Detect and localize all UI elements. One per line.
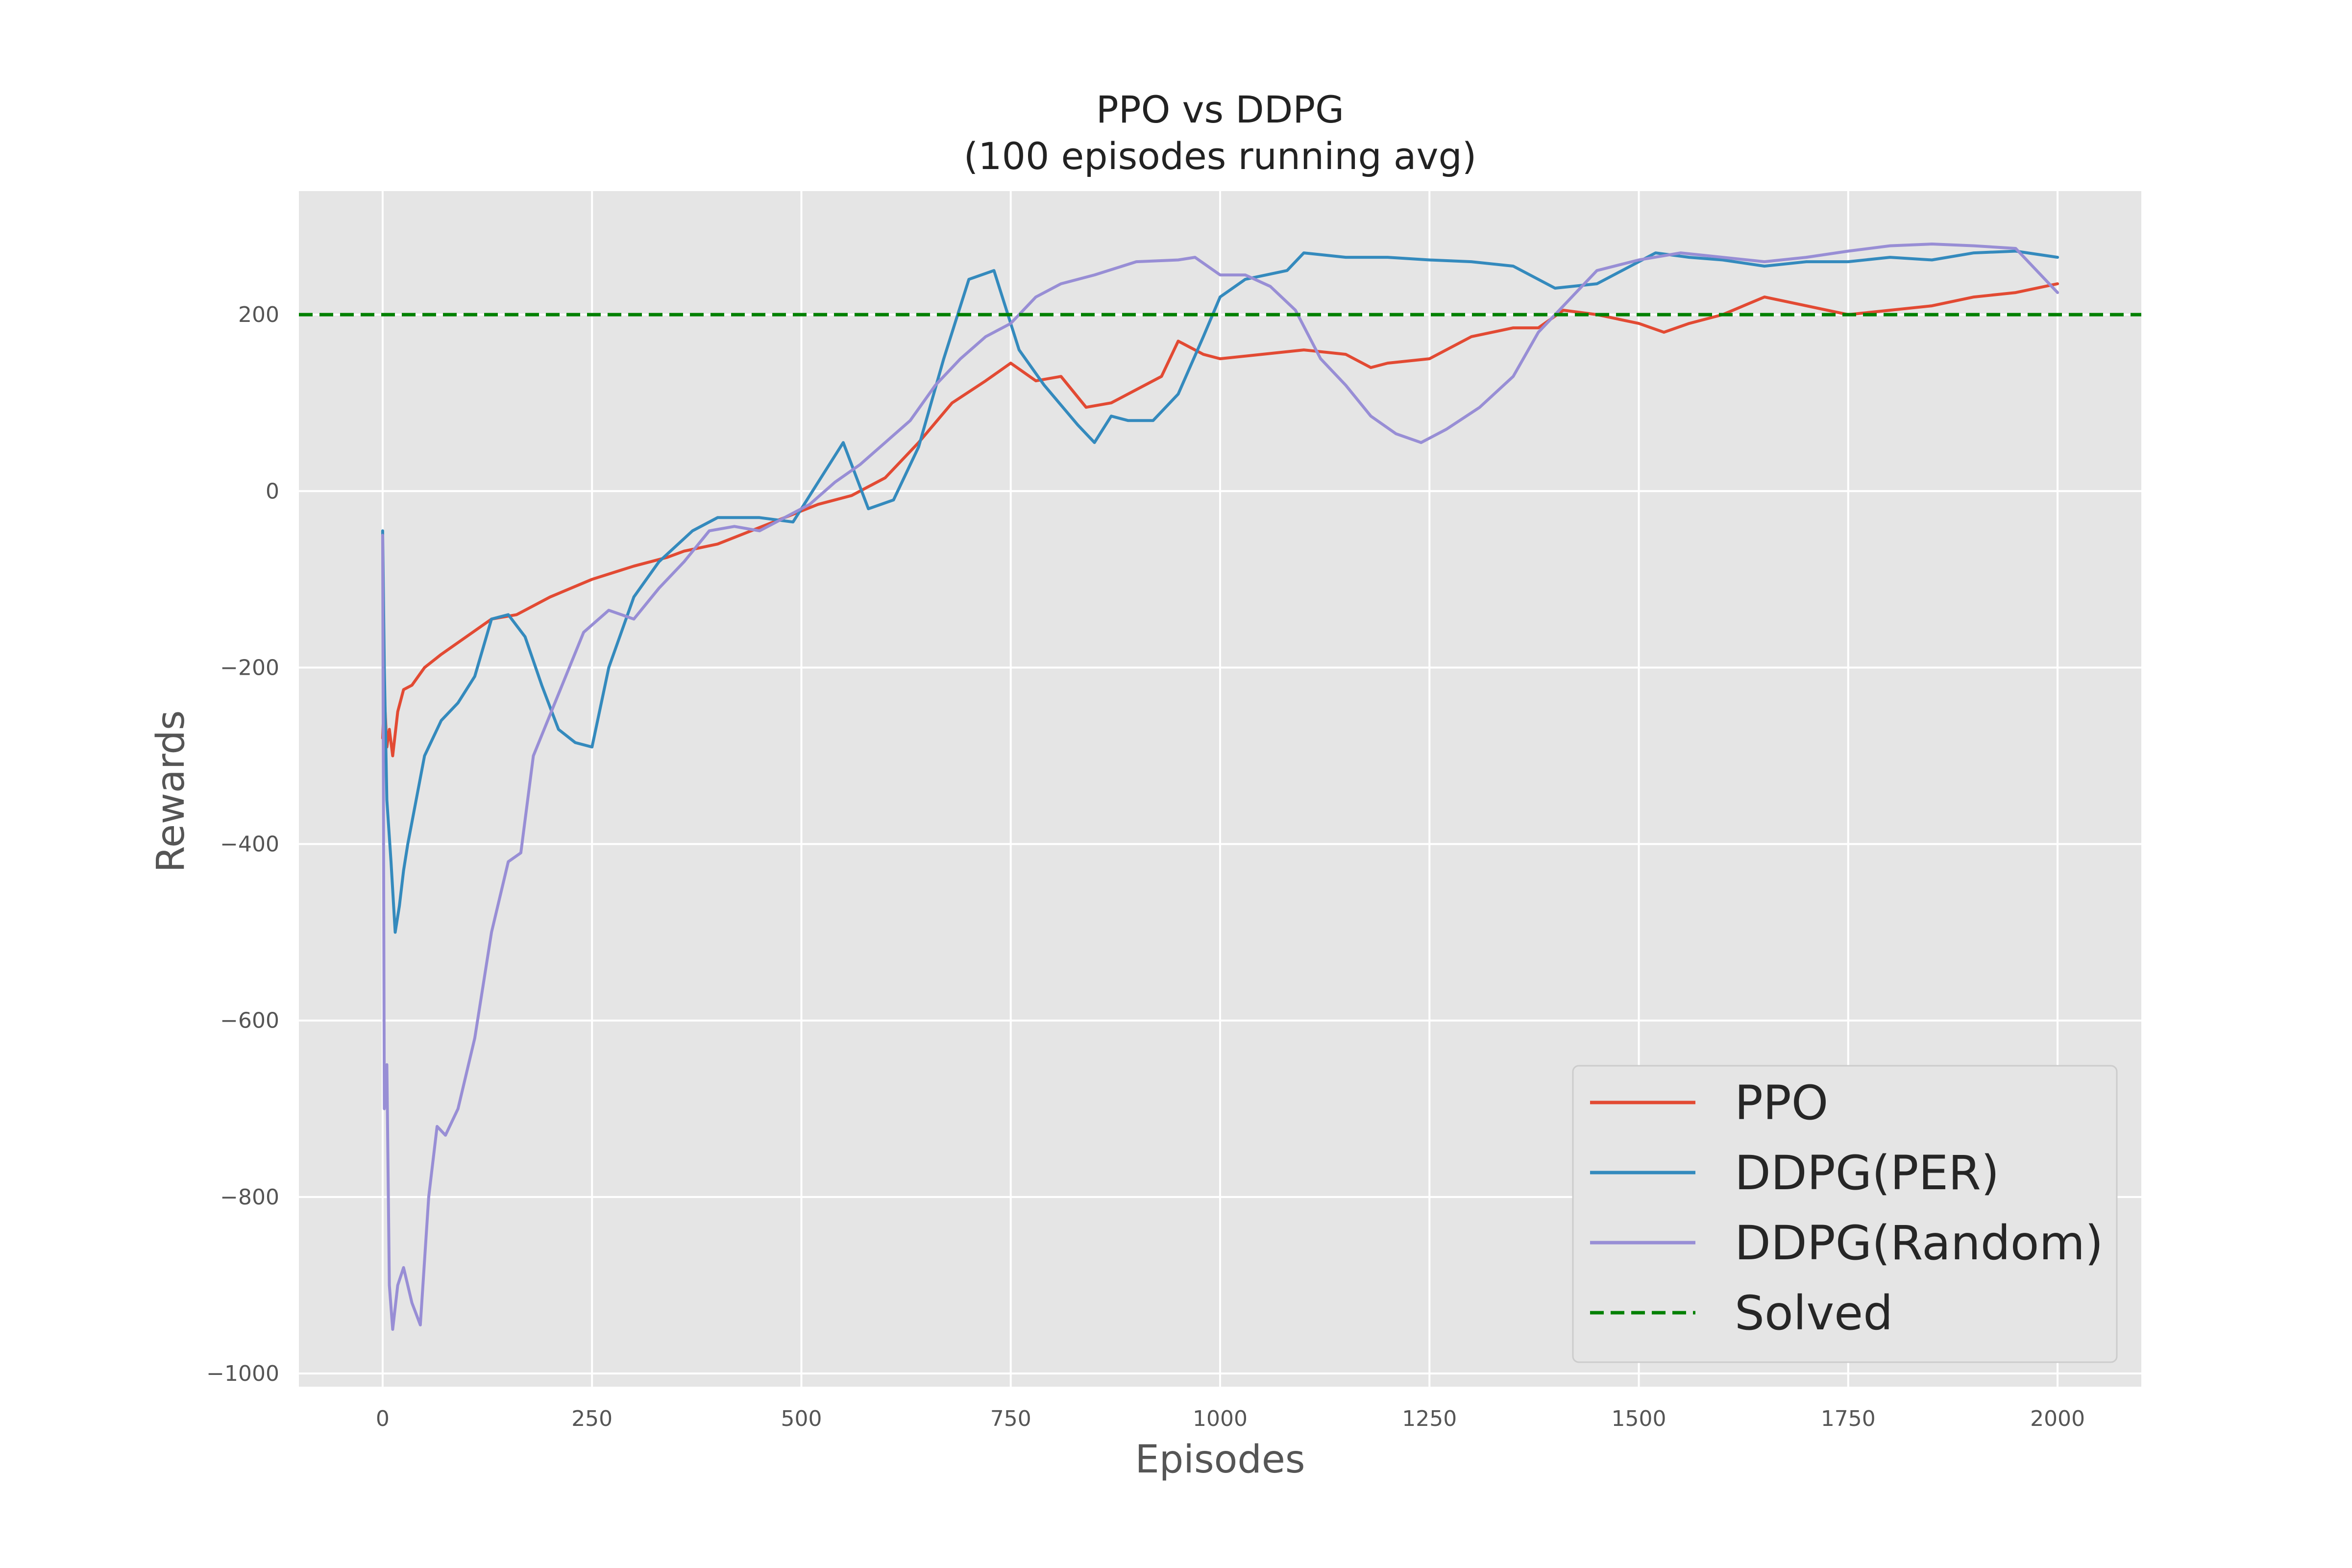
x-tick-label: 1000 [1193, 1406, 1248, 1431]
y-tick-label: −600 [220, 1008, 279, 1033]
legend-label-ddpg-random: DDPG(Random) [1735, 1216, 2103, 1271]
chart-title: PPO vs DDPG [1096, 88, 1344, 131]
y-tick-label: −800 [220, 1185, 279, 1210]
series-line-ppo [381, 282, 2059, 758]
y-tick-label: 0 [266, 479, 279, 504]
x-tick-label: 500 [781, 1406, 822, 1431]
chart-subtitle: (100 episodes running avg) [964, 134, 1477, 178]
legend-label-ppo: PPO [1735, 1076, 1828, 1130]
series-line-ddpg-random [381, 243, 2059, 1331]
legend-label-solved: Solved [1735, 1286, 1893, 1341]
x-tick-label: 1500 [1612, 1406, 1666, 1431]
x-axis-label: Episodes [1135, 1438, 1305, 1482]
y-tick-label: −1000 [206, 1361, 279, 1386]
x-tick-label: 2000 [2030, 1406, 2085, 1431]
x-tick-label: 1750 [1821, 1406, 1876, 1431]
legend-box [1572, 1065, 2118, 1363]
y-tick-label: −200 [220, 655, 279, 680]
series-line-ddpg-per [381, 249, 2059, 934]
y-axis-label: Rewards [149, 710, 193, 872]
y-tick-label: 200 [238, 302, 279, 327]
x-tick-label: 1250 [1402, 1406, 1457, 1431]
legend: PPO DDPG(PER) DDPG(Random) Solved [1572, 1065, 2118, 1363]
legend-label-ddpg-per: DDPG(PER) [1735, 1146, 1999, 1200]
x-tick-label: 250 [571, 1406, 612, 1431]
series-lines [299, 243, 2141, 1331]
x-tick-labels: 0 250 500 750 1000 1250 1500 1750 2000 [376, 1406, 2085, 1431]
x-tick-label: 0 [376, 1406, 390, 1431]
x-tick-label: 750 [990, 1406, 1031, 1431]
y-tick-label: −400 [220, 832, 279, 857]
y-tick-labels: −1000 −800 −600 −400 −200 0 200 [206, 302, 279, 1386]
